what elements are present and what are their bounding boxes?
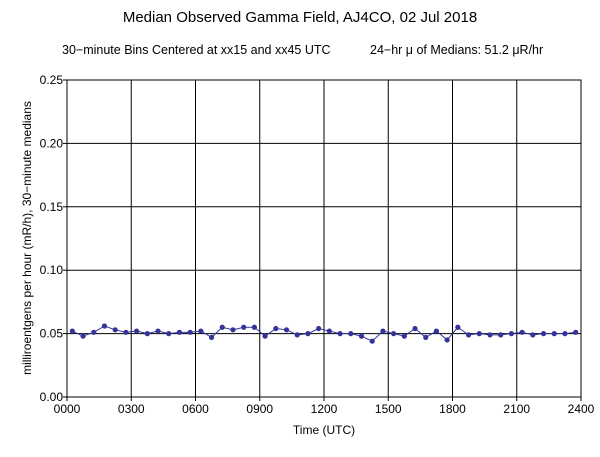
data-point [112,327,118,333]
data-point [540,331,547,337]
data-point [69,328,75,334]
data-point [283,327,290,333]
data-point [262,333,268,339]
data-point [166,331,172,337]
chart-subtitle-bins: 30−minute Bins Centered at xx15 and xx45… [62,43,331,57]
plot-frame [66,79,582,398]
grid [67,80,581,397]
data-point [198,328,204,334]
y-tick-label: 0.10 [40,263,64,277]
data-point [530,332,536,338]
data-point [305,331,311,337]
data-point [465,332,472,338]
data-point [219,324,225,330]
data-point [326,328,332,334]
data-point [423,334,429,341]
data-point [208,334,215,341]
data-points [69,323,579,344]
x-tick-label: 2400 [568,402,595,416]
data-point [519,329,525,335]
data-point [551,331,557,337]
data-point [273,325,279,332]
data-point [176,329,183,335]
data-point [337,331,343,337]
axes [63,79,582,401]
data-point [187,329,193,335]
data-point [433,328,440,334]
data-point [123,329,129,335]
data-point [412,325,418,332]
y-tick-label: 0.20 [40,136,64,150]
x-tick-label: 0600 [182,402,209,416]
data-point [316,325,322,332]
chart-title: Median Observed Gamma Field, AJ4CO, 02 J… [122,9,478,26]
data-point [455,324,461,330]
data-point [358,333,365,339]
y-tick-label: 0.00 [40,390,64,404]
y-tick-label: 0.05 [40,327,64,341]
y-axis-label: milliroentgens per hour (mR/h), 30−minut… [20,101,34,375]
x-tick-label: 2100 [503,402,530,416]
data-point [391,331,397,337]
data-point [101,323,108,329]
data-point [241,324,247,330]
x-tick-label: 0300 [118,402,145,416]
data-point [91,329,97,335]
data-point [401,333,407,339]
data-point [562,331,568,337]
data-point [476,331,482,337]
x-tick-label: 1200 [311,402,338,416]
y-tick-label: 0.25 [40,73,64,87]
data-point [380,328,386,334]
data-point [498,332,504,338]
x-axis-label: Time (UTC) [293,423,355,437]
data-point [155,328,161,334]
x-tick-label: 1800 [439,402,466,416]
chart-subtitle-mean: 24−hr μ of Medians: 51.2 μR/hr [370,43,544,57]
data-point [251,324,257,330]
data-point [369,338,375,344]
data-point [348,331,354,337]
x-tick-label: 0000 [54,402,81,416]
data-point [230,327,236,333]
data-point [134,328,140,334]
data-point [444,337,450,343]
tick-labels: 0000 0300 0600 0900 1200 1500 1800 2100 2400 0.00… [40,73,595,416]
data-point [508,331,514,337]
x-tick-label: 0900 [246,402,273,416]
data-point [80,333,86,339]
data-point [487,332,493,338]
x-tick-label: 1500 [375,402,402,416]
data-point [294,332,300,338]
data-point [573,329,579,335]
data-point [144,331,150,337]
y-tick-label: 0.15 [40,200,64,214]
